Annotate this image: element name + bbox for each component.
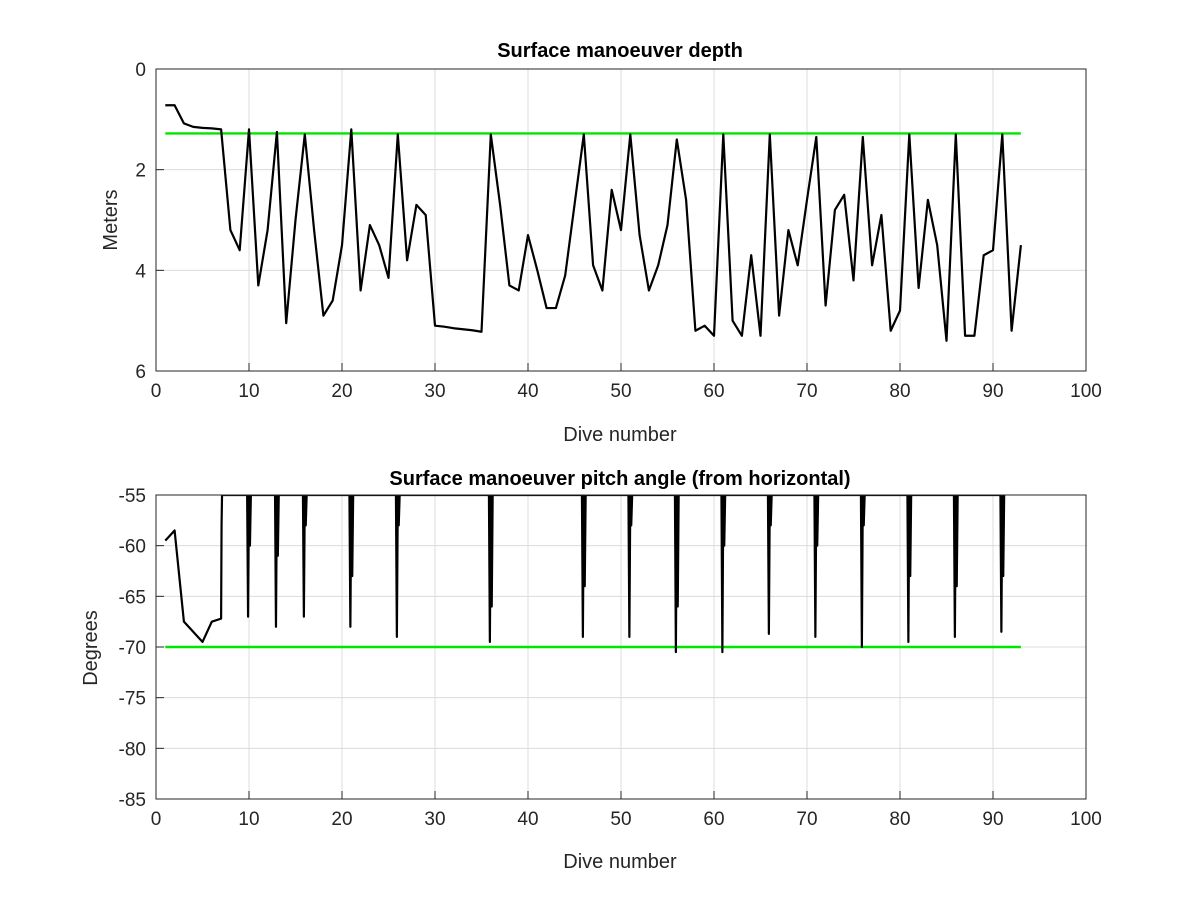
depth-x-tick-label: 10: [238, 381, 259, 402]
pitch-x-tick-label: 0: [151, 809, 162, 830]
depth-y-axis-label: Meters: [100, 189, 122, 250]
depth-x-tick-label: 50: [610, 381, 631, 402]
depth-y-tick-label: 6: [135, 362, 146, 383]
depth-x-tick-label: 60: [703, 381, 724, 402]
pitch-chart-title: Surface manoeuver pitch angle (from hori…: [389, 468, 850, 490]
pitch-y-tick-label: -85: [119, 790, 146, 811]
pitch-series-group: [164, 495, 1021, 654]
depth-series-group: [165, 104, 1022, 342]
pitch-y-tick-label: -70: [119, 638, 146, 659]
pitch-y-tick-label: -55: [119, 486, 146, 507]
depth-y-tick-label: 2: [135, 161, 146, 182]
pitch-x-tick-label: 50: [610, 809, 631, 830]
depth-x-tick-label: 20: [331, 381, 352, 402]
depth-chart-title: Surface manoeuver depth: [497, 40, 743, 62]
pitch-x-tick-label: 10: [238, 809, 259, 830]
pitch-x-tick-label: 60: [703, 809, 724, 830]
depth-tick-labels: 0 10 20 30 40 50 60 70 80 90 100 0 2 4 6: [135, 60, 1101, 402]
pitch-y-tick-label: -75: [119, 689, 146, 710]
pitch-x-tick-label: 30: [424, 809, 445, 830]
pitch-x-tick-label: 70: [796, 809, 817, 830]
depth-gridlines: [156, 69, 1086, 371]
depth-panel: Surface manoeuver depth 0 10 20 30 40 50 60 70 8…: [100, 40, 1102, 446]
depth-x-tick-label: 30: [424, 381, 445, 402]
pitch-y-axis-label: Degrees: [80, 610, 102, 686]
depth-x-tick-label: 100: [1070, 381, 1102, 402]
pitch-y-tick-label: -80: [119, 739, 146, 760]
pitch-panel: Surface manoeuver pitch angle (from hori…: [80, 468, 1102, 873]
depth-x-tick-label: 80: [889, 381, 910, 402]
pitch-x-tick-label: 40: [517, 809, 538, 830]
depth-x-axis-label: Dive number: [563, 424, 677, 446]
depth-x-tick-label: 70: [796, 381, 817, 402]
depth-y-tick-label: 4: [135, 261, 146, 282]
pitch-data-line: [164, 495, 1006, 654]
depth-x-tick-label: 40: [517, 381, 538, 402]
depth-x-tick-label: 90: [982, 381, 1003, 402]
depth-y-tick-label: 0: [135, 60, 146, 81]
pitch-x-tick-label: 20: [331, 809, 352, 830]
pitch-x-axis-label: Dive number: [563, 851, 677, 873]
pitch-x-tick-label: 90: [982, 809, 1003, 830]
pitch-tick-labels: 0 10 20 30 40 50 60 70 80 90 100 -55 -60 -65 -70 -75 -80…: [119, 486, 1102, 830]
pitch-x-tick-label: 80: [889, 809, 910, 830]
pitch-y-tick-label: -60: [119, 537, 146, 558]
depth-x-tick-label: 0: [151, 381, 162, 402]
depth-data-line: [165, 104, 1022, 342]
pitch-y-tick-label: -65: [119, 587, 146, 608]
pitch-x-tick-label: 100: [1070, 809, 1102, 830]
